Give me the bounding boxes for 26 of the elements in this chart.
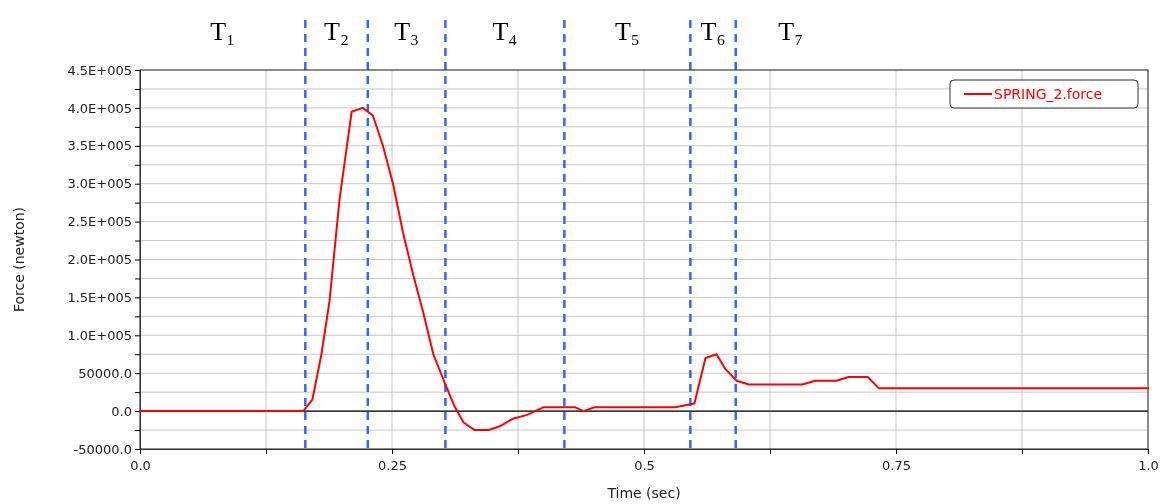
y-tick-label: 4.5E+005 xyxy=(67,62,132,78)
y-tick-label: 50000.0 xyxy=(78,365,132,381)
y-axis-title: Force (newton) xyxy=(11,206,27,313)
text: T₄ xyxy=(492,17,518,46)
text: T₇ xyxy=(778,17,804,46)
y-tick-label: -50000.0 xyxy=(73,441,132,457)
y-tick-label: 2.0E+005 xyxy=(67,252,132,268)
x-axis-title: Time (sec) xyxy=(606,485,681,501)
y-tick-label: 0.0 xyxy=(111,403,132,419)
text: T₂ xyxy=(324,17,350,46)
x-tick-label: 1.0 xyxy=(1138,458,1159,473)
y-tick-label: 3.0E+005 xyxy=(67,176,132,192)
y-tick-label: 1.5E+005 xyxy=(67,290,132,306)
y-tick-label: 2.5E+005 xyxy=(67,214,132,230)
y-tick-label: 1.0E+005 xyxy=(67,327,132,343)
x-tick-label: 0.25 xyxy=(378,458,407,473)
text: T₃ xyxy=(394,17,420,46)
x-tick-label: 0.0 xyxy=(130,458,151,473)
text: T₆ xyxy=(700,17,726,46)
x-tick-label: 0.5 xyxy=(634,458,655,473)
x-tick-label: 0.75 xyxy=(882,458,911,473)
text: T₅ xyxy=(614,17,640,46)
text: T₁ xyxy=(210,17,236,46)
y-tick-label: 4.0E+005 xyxy=(67,100,132,116)
y-tick-label: 3.5E+005 xyxy=(67,138,132,154)
legend-label: SPRING_2.force xyxy=(994,86,1103,102)
